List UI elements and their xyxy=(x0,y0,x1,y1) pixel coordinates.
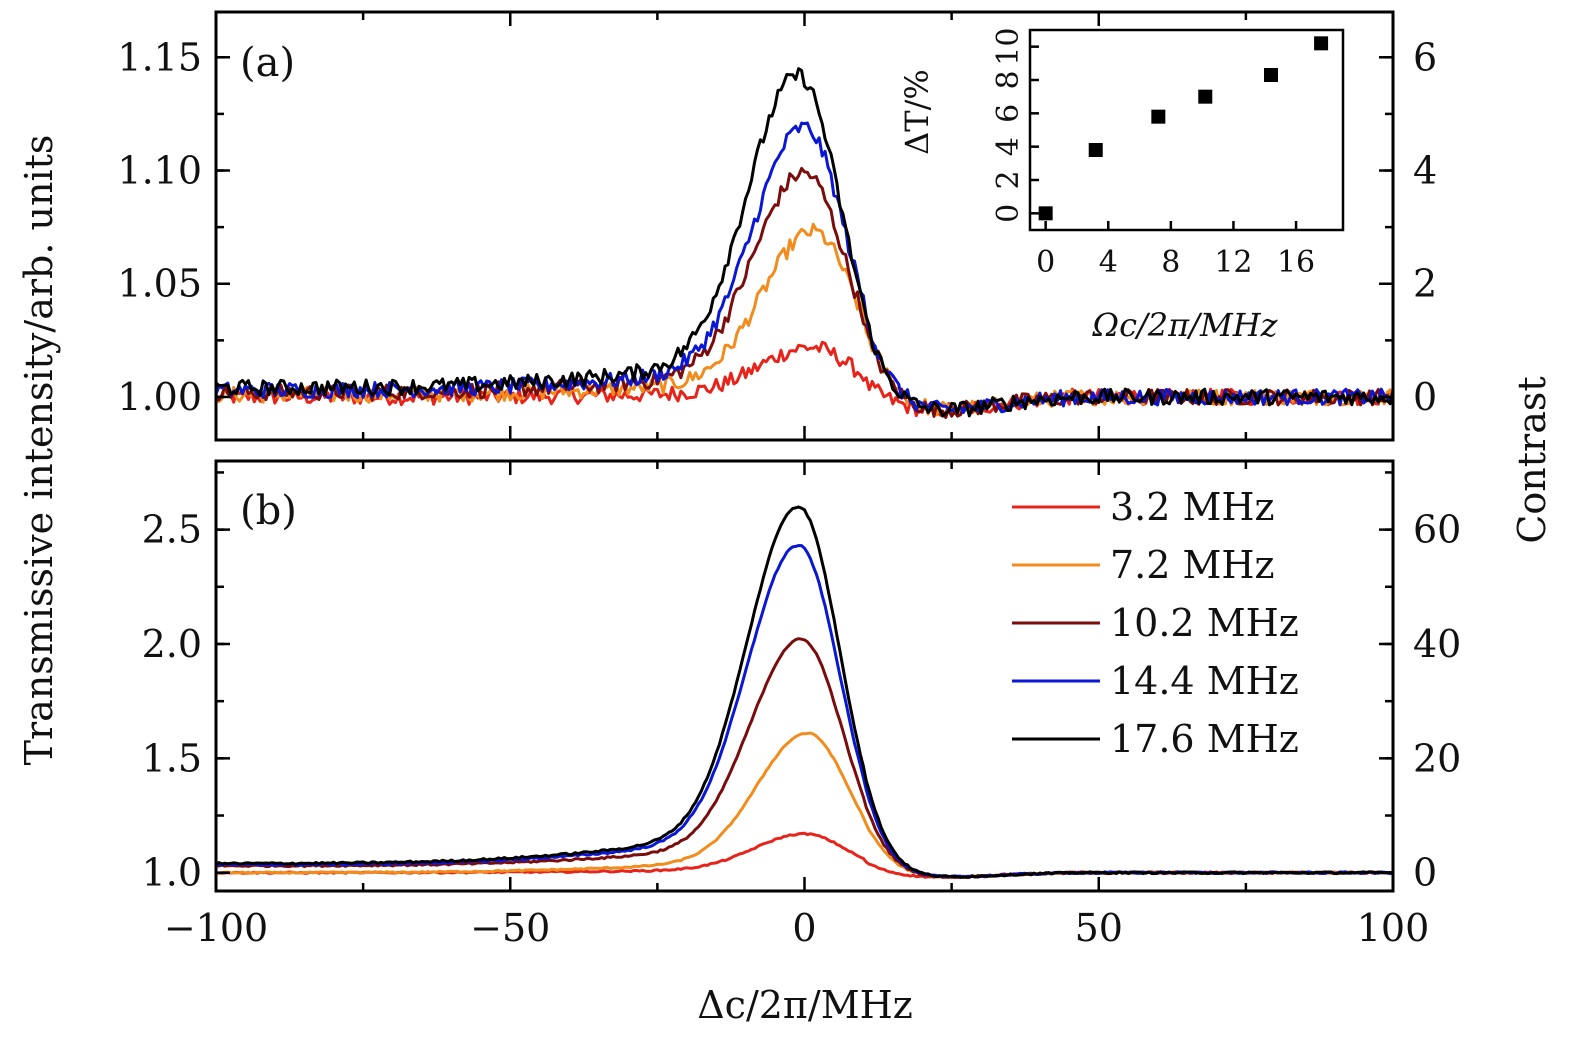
panel-a-ticks: 1.00 0 1.05 2 1.10 4 1.15 6 xyxy=(117,12,1437,440)
y2-tick-label-b: 20 xyxy=(1413,736,1461,780)
inset-y-tick-label: 10 xyxy=(991,28,1026,66)
series-line-b-3 xyxy=(215,544,1394,879)
inset-y-tick-label: 8 xyxy=(991,70,1026,89)
y-tick-label-b: 1.5 xyxy=(142,736,202,780)
inset-point xyxy=(1088,143,1103,157)
panel-a-series xyxy=(214,67,1395,419)
legend-label: 14.4 MHz xyxy=(1110,659,1299,703)
panel-b-series xyxy=(215,505,1394,880)
inset-marks: 0 4 8 12 16 0 2 4 6 8 10 xyxy=(991,28,1329,280)
inset-point xyxy=(1264,68,1279,82)
inset-x-title: Ωc/2π/MHz xyxy=(1092,306,1279,344)
y-tick-label-b: 2.5 xyxy=(142,508,202,552)
inset-point xyxy=(1151,109,1166,124)
legend: 3.2 MHz 7.2 MHz 10.2 MHz 14.4 MHz 17.6 MHz xyxy=(1012,485,1299,761)
inset-x-tick-label: 12 xyxy=(1214,245,1252,280)
inset-x-tick-label: 8 xyxy=(1161,245,1180,280)
y-tick-label-a: 1.05 xyxy=(117,262,202,306)
y2-tick-label-b: 0 xyxy=(1413,851,1437,895)
legend-label: 7.2 MHz xyxy=(1110,543,1275,587)
x-tick-label: 0 xyxy=(792,906,816,950)
inset-y-tick-label: 4 xyxy=(991,137,1026,156)
panel-b-label: (b) xyxy=(240,488,297,534)
y2-tick-label-a: 4 xyxy=(1413,149,1437,193)
legend-label: 10.2 MHz xyxy=(1110,601,1299,645)
y2-tick-label-b: 60 xyxy=(1413,508,1461,552)
inset-point xyxy=(1198,89,1213,104)
series-line-b-4 xyxy=(215,505,1394,879)
legend-label: 3.2 MHz xyxy=(1110,485,1275,529)
panel-b: 1.0 0 1.5 20 2.0 40 2.5 60 −100 −50 0 50 100 (b) 3.2… xyxy=(142,459,1461,950)
inset-x-tick-label: 0 xyxy=(1036,245,1055,280)
inset-point xyxy=(1038,206,1053,221)
panel-a: 1.00 0 1.05 2 1.10 4 1.15 6 (a) 0 4 8 12 16 0 2 4 6 8 10 … xyxy=(117,10,1437,442)
series-line-a-4 xyxy=(214,67,1395,418)
x-tick-label: −100 xyxy=(164,906,268,950)
inset-point xyxy=(1314,36,1329,51)
x-tick-label: 100 xyxy=(1357,906,1430,950)
x-tick-label: 50 xyxy=(1075,906,1123,950)
inset-x-title-text: Ωc/2π/MHz xyxy=(1092,306,1279,344)
panel-b-ticks: 1.0 0 1.5 20 2.0 40 2.5 60 −100 −50 0 50 100 xyxy=(142,461,1461,950)
y-axis-title-right: Contrast xyxy=(1510,376,1554,543)
x-axis-title: Δc/2π/MHz xyxy=(697,983,913,1027)
inset-frame xyxy=(1028,28,1345,232)
y-tick-label-b: 1.0 xyxy=(142,851,202,895)
panel-a-label: (a) xyxy=(240,40,295,86)
inset-y-tick-label: 6 xyxy=(991,104,1026,123)
y-tick-label-b: 2.0 xyxy=(142,622,202,666)
y-tick-label-a: 1.00 xyxy=(117,375,202,419)
y-tick-label-a: 1.15 xyxy=(117,35,202,79)
inset-chart: 0 4 8 12 16 0 2 4 6 8 10 Ωc/2π/MHz ΔT/% xyxy=(898,28,1345,344)
y-tick-label-a: 1.10 xyxy=(117,149,202,193)
inset-y-tick-label: 2 xyxy=(991,170,1026,189)
legend-label: 17.6 MHz xyxy=(1110,717,1299,761)
panel-a-frame xyxy=(214,10,1395,442)
y2-tick-label-a: 6 xyxy=(1413,35,1437,79)
y2-tick-label-a: 2 xyxy=(1413,262,1437,306)
x-tick-label: −50 xyxy=(470,906,550,950)
y-axis-title-left: Transmissive intensity/arb. units xyxy=(17,135,61,766)
y2-tick-label-a: 0 xyxy=(1413,375,1437,419)
series-line-a-3 xyxy=(214,121,1394,414)
inset-y-tick-label: 0 xyxy=(991,204,1026,223)
y2-tick-label-b: 40 xyxy=(1413,622,1461,666)
inset-x-tick-label: 16 xyxy=(1277,245,1315,280)
inset-x-tick-label: 4 xyxy=(1099,245,1118,280)
inset-y-title: ΔT/% xyxy=(898,69,936,155)
